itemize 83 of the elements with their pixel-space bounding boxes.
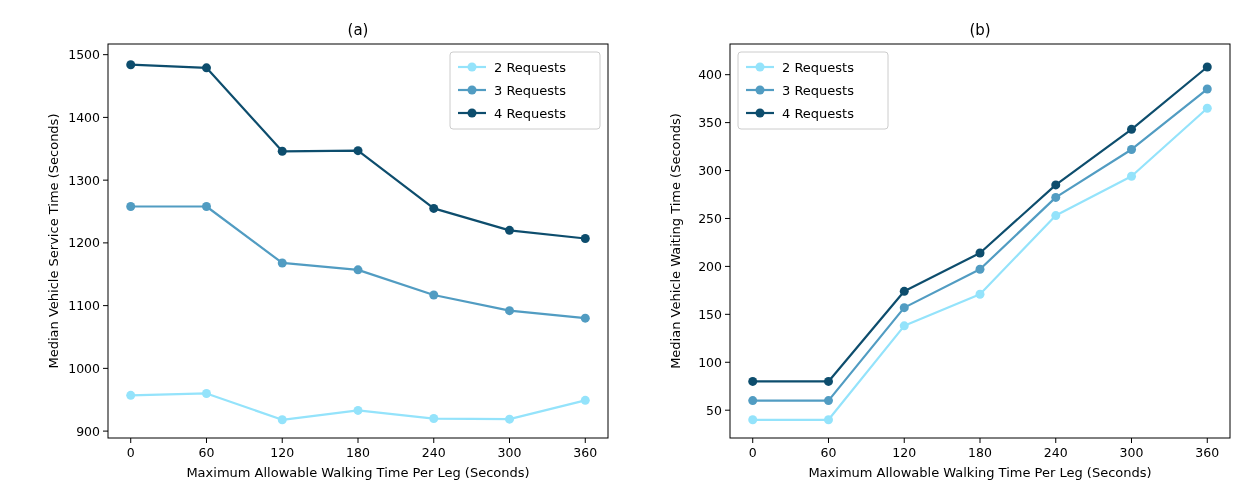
x-tick-label: 300 [497, 445, 522, 460]
point [823, 376, 833, 386]
point [201, 63, 211, 73]
point [580, 395, 590, 405]
point [1127, 171, 1137, 181]
y-tick-label: 200 [698, 258, 723, 274]
y-tick-label: 350 [698, 115, 723, 131]
point [353, 405, 363, 415]
x-tick-label: 180 [346, 445, 370, 460]
y-tick-label: 300 [698, 163, 723, 179]
point [277, 258, 287, 268]
point [353, 146, 363, 156]
point [823, 396, 833, 406]
y-tick-label: 1500 [68, 47, 101, 63]
legend-label: 2 Requests [494, 60, 567, 75]
x-tick-label: 0 [748, 445, 757, 460]
point [429, 414, 439, 424]
x-axis-title: Maximum Allowable Walking Time Per Leg (Seconds) [808, 465, 1152, 480]
y-tick-label: 400 [698, 67, 723, 83]
y-tick-label: 1400 [68, 109, 101, 125]
point [1051, 180, 1061, 190]
legend-label: 3 Requests [494, 83, 567, 98]
point [1051, 192, 1061, 202]
point [277, 146, 287, 156]
legend-label: 3 Requests [782, 83, 855, 98]
point [1202, 62, 1212, 72]
y-tick-label: 1000 [68, 360, 101, 376]
y-tick-label: 1200 [68, 235, 101, 251]
point [277, 415, 287, 425]
point [1127, 144, 1137, 154]
point [580, 233, 590, 243]
y-tick-label: 1300 [68, 172, 101, 188]
point [1051, 211, 1061, 221]
point [899, 286, 909, 296]
x-axis-title: Maximum Allowable Walking Time Per Leg (Seconds) [186, 465, 530, 480]
point [429, 203, 439, 213]
point [505, 306, 515, 316]
point [975, 248, 985, 258]
point [1202, 103, 1212, 113]
x-tick-label: 360 [573, 445, 598, 460]
point [126, 60, 136, 70]
point [1202, 84, 1212, 94]
y-tick-label: 900 [76, 423, 101, 439]
point [748, 376, 758, 386]
point [1127, 124, 1137, 134]
x-tick-label: 120 [892, 445, 917, 460]
point [899, 321, 909, 331]
point [429, 290, 439, 300]
point [505, 225, 515, 235]
point [201, 201, 211, 211]
x-tick-label: 120 [270, 445, 295, 460]
point [748, 396, 758, 406]
x-tick-label: 240 [1043, 445, 1068, 460]
x-tick-label: 60 [820, 445, 837, 460]
x-tick-label: 300 [1119, 445, 1144, 460]
point [899, 303, 909, 313]
x-tick-label: 60 [198, 445, 215, 460]
x-tick-label: 180 [968, 445, 992, 460]
point [126, 201, 136, 211]
y-tick-label: 1100 [68, 298, 101, 314]
point [201, 388, 211, 398]
point [505, 414, 515, 424]
legend-label: 2 Requests [782, 60, 855, 75]
point [975, 289, 985, 299]
point [126, 390, 136, 400]
x-tick-label: 360 [1195, 445, 1220, 460]
chart-title: (b) [969, 21, 991, 39]
y-axis-title: Median Vehicle Service Time (Seconds) [46, 113, 61, 369]
legend-label: 4 Requests [494, 106, 567, 121]
point [823, 415, 833, 425]
legend-label: 4 Requests [782, 106, 855, 121]
y-axis-title: Median Vehicle Waiting Time (Seconds) [668, 113, 683, 369]
point [975, 264, 985, 274]
point [748, 415, 758, 425]
x-tick-label: 240 [421, 445, 446, 460]
x-tick-label: 0 [126, 445, 135, 460]
y-tick-label: 250 [698, 210, 723, 226]
point [353, 265, 363, 275]
y-tick-label: 100 [698, 354, 723, 370]
y-tick-label: 150 [698, 306, 723, 322]
point [580, 313, 590, 323]
chart-title: (a) [347, 21, 369, 39]
y-tick-label: 50 [706, 402, 723, 418]
